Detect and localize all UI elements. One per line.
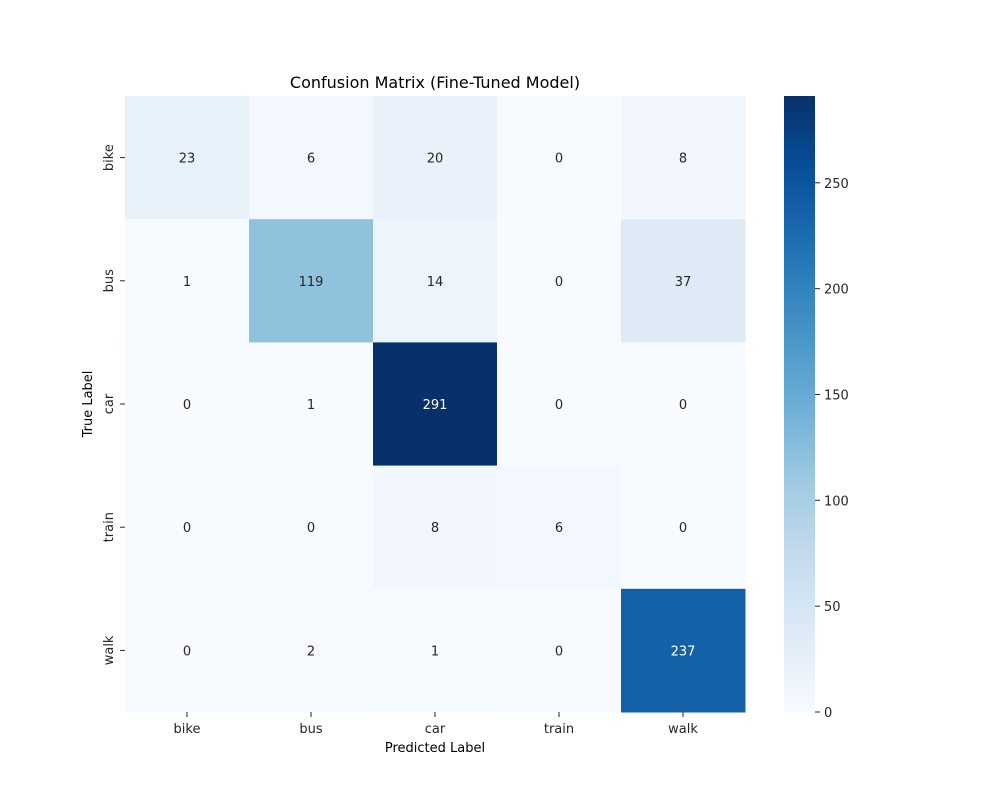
heatmap-cell-car-bus (249, 342, 374, 467)
x-axis-ticks: bike bus car train walk (174, 712, 698, 737)
heatmap-cell-label: 2 (307, 644, 315, 659)
heatmap-cell-labels: 23 6 20 0 8 1 119 14 0 37 0 1 291 0 0 0 0 8 6 0 0 2 1 0 237 (179, 152, 696, 660)
heatmap-cells (125, 96, 746, 713)
heatmap-cell-train-car (373, 465, 498, 590)
heatmap-cell-label: 37 (675, 275, 692, 290)
heatmap-cell-label: 0 (183, 521, 191, 536)
y-tick-label: bike (102, 144, 117, 171)
heatmap-cell-bike-train (497, 96, 622, 220)
x-tick-label: car (425, 722, 446, 737)
heatmap-cell-car-walk (621, 342, 746, 467)
heatmap-cell-car-bike (125, 342, 250, 467)
x-axis-label: Predicted Label (385, 741, 485, 756)
heatmap-cell-label: 14 (427, 275, 444, 290)
heatmap-cell-train-train (497, 465, 622, 590)
heatmap-cell-label: 237 (671, 644, 696, 659)
heatmap-cell-bus-car (373, 219, 498, 343)
heatmap-cell-car-train (497, 342, 622, 467)
heatmap-cell-label: 23 (179, 152, 196, 167)
heatmap-cell-walk-train (497, 588, 622, 713)
heatmap-cell-label: 8 (431, 521, 439, 536)
colorbar-tick-label: 50 (824, 600, 841, 615)
heatmap-cell-bus-bus (249, 219, 374, 343)
x-tick-label: walk (668, 722, 698, 737)
y-tick-label: car (102, 393, 117, 414)
heatmap-cell-label: 0 (555, 644, 563, 659)
heatmap-cell-bus-walk (621, 219, 746, 343)
heatmap-cell-label: 20 (427, 152, 444, 167)
heatmap-cell-label: 0 (555, 398, 563, 413)
heatmap-cell-label: 0 (679, 521, 687, 536)
heatmap-cell-label: 0 (183, 644, 191, 659)
heatmap-cell-train-bus (249, 465, 374, 590)
colorbar-tick-label: 0 (824, 706, 832, 721)
heatmap-cell-walk-car (373, 588, 498, 713)
heatmap-cell-label: 0 (555, 152, 563, 167)
colorbar (784, 96, 815, 712)
heatmap-cell-label: 0 (555, 275, 563, 290)
heatmap-cell-bike-bike (125, 96, 250, 220)
x-tick-label: train (544, 722, 574, 737)
heatmap-cell-label: 0 (679, 398, 687, 413)
heatmap-cell-walk-walk (621, 588, 746, 713)
heatmap-cell-label: 291 (423, 398, 448, 413)
y-axis-ticks: bike bus car train walk (102, 144, 125, 665)
heatmap-cell-walk-bus (249, 588, 374, 713)
heatmap-cell-label: 6 (307, 152, 315, 167)
heatmap-cell-car-car (373, 342, 498, 467)
colorbar-ticks: 0 50 100 150 200 250 (815, 177, 849, 721)
y-tick-label: bus (102, 269, 117, 292)
y-tick-label: walk (102, 635, 117, 665)
heatmap-cell-bus-bike (125, 219, 250, 343)
colorbar-tick-label: 200 (824, 283, 849, 298)
colorbar-tick-label: 250 (824, 177, 849, 192)
heatmap-cell-label: 8 (679, 152, 687, 167)
heatmap-cell-label: 1 (431, 644, 439, 659)
chart-title: Confusion Matrix (Fine-Tuned Model) (290, 73, 580, 92)
heatmap-cell-label: 0 (307, 521, 315, 536)
y-axis-label: True Label (81, 371, 96, 439)
heatmap-cell-label: 6 (555, 521, 563, 536)
heatmap-cell-train-bike (125, 465, 250, 590)
colorbar-tick-label: 150 (824, 388, 849, 403)
heatmap-cell-bike-car (373, 96, 498, 220)
heatmap-cell-label: 0 (183, 398, 191, 413)
x-tick-label: bike (174, 722, 201, 737)
heatmap-cell-label: 1 (307, 398, 315, 413)
heatmap-cell-bike-walk (621, 96, 746, 220)
heatmap-cell-bike-bus (249, 96, 374, 220)
y-tick-label: train (102, 512, 117, 542)
colorbar-tick-label: 100 (824, 494, 849, 509)
heatmap-cell-label: 119 (299, 275, 324, 290)
heatmap-cell-walk-bike (125, 588, 250, 713)
x-tick-label: bus (299, 722, 322, 737)
heatmap-cell-train-walk (621, 465, 746, 590)
heatmap-cell-bus-train (497, 219, 622, 343)
heatmap-cell-label: 1 (183, 275, 191, 290)
